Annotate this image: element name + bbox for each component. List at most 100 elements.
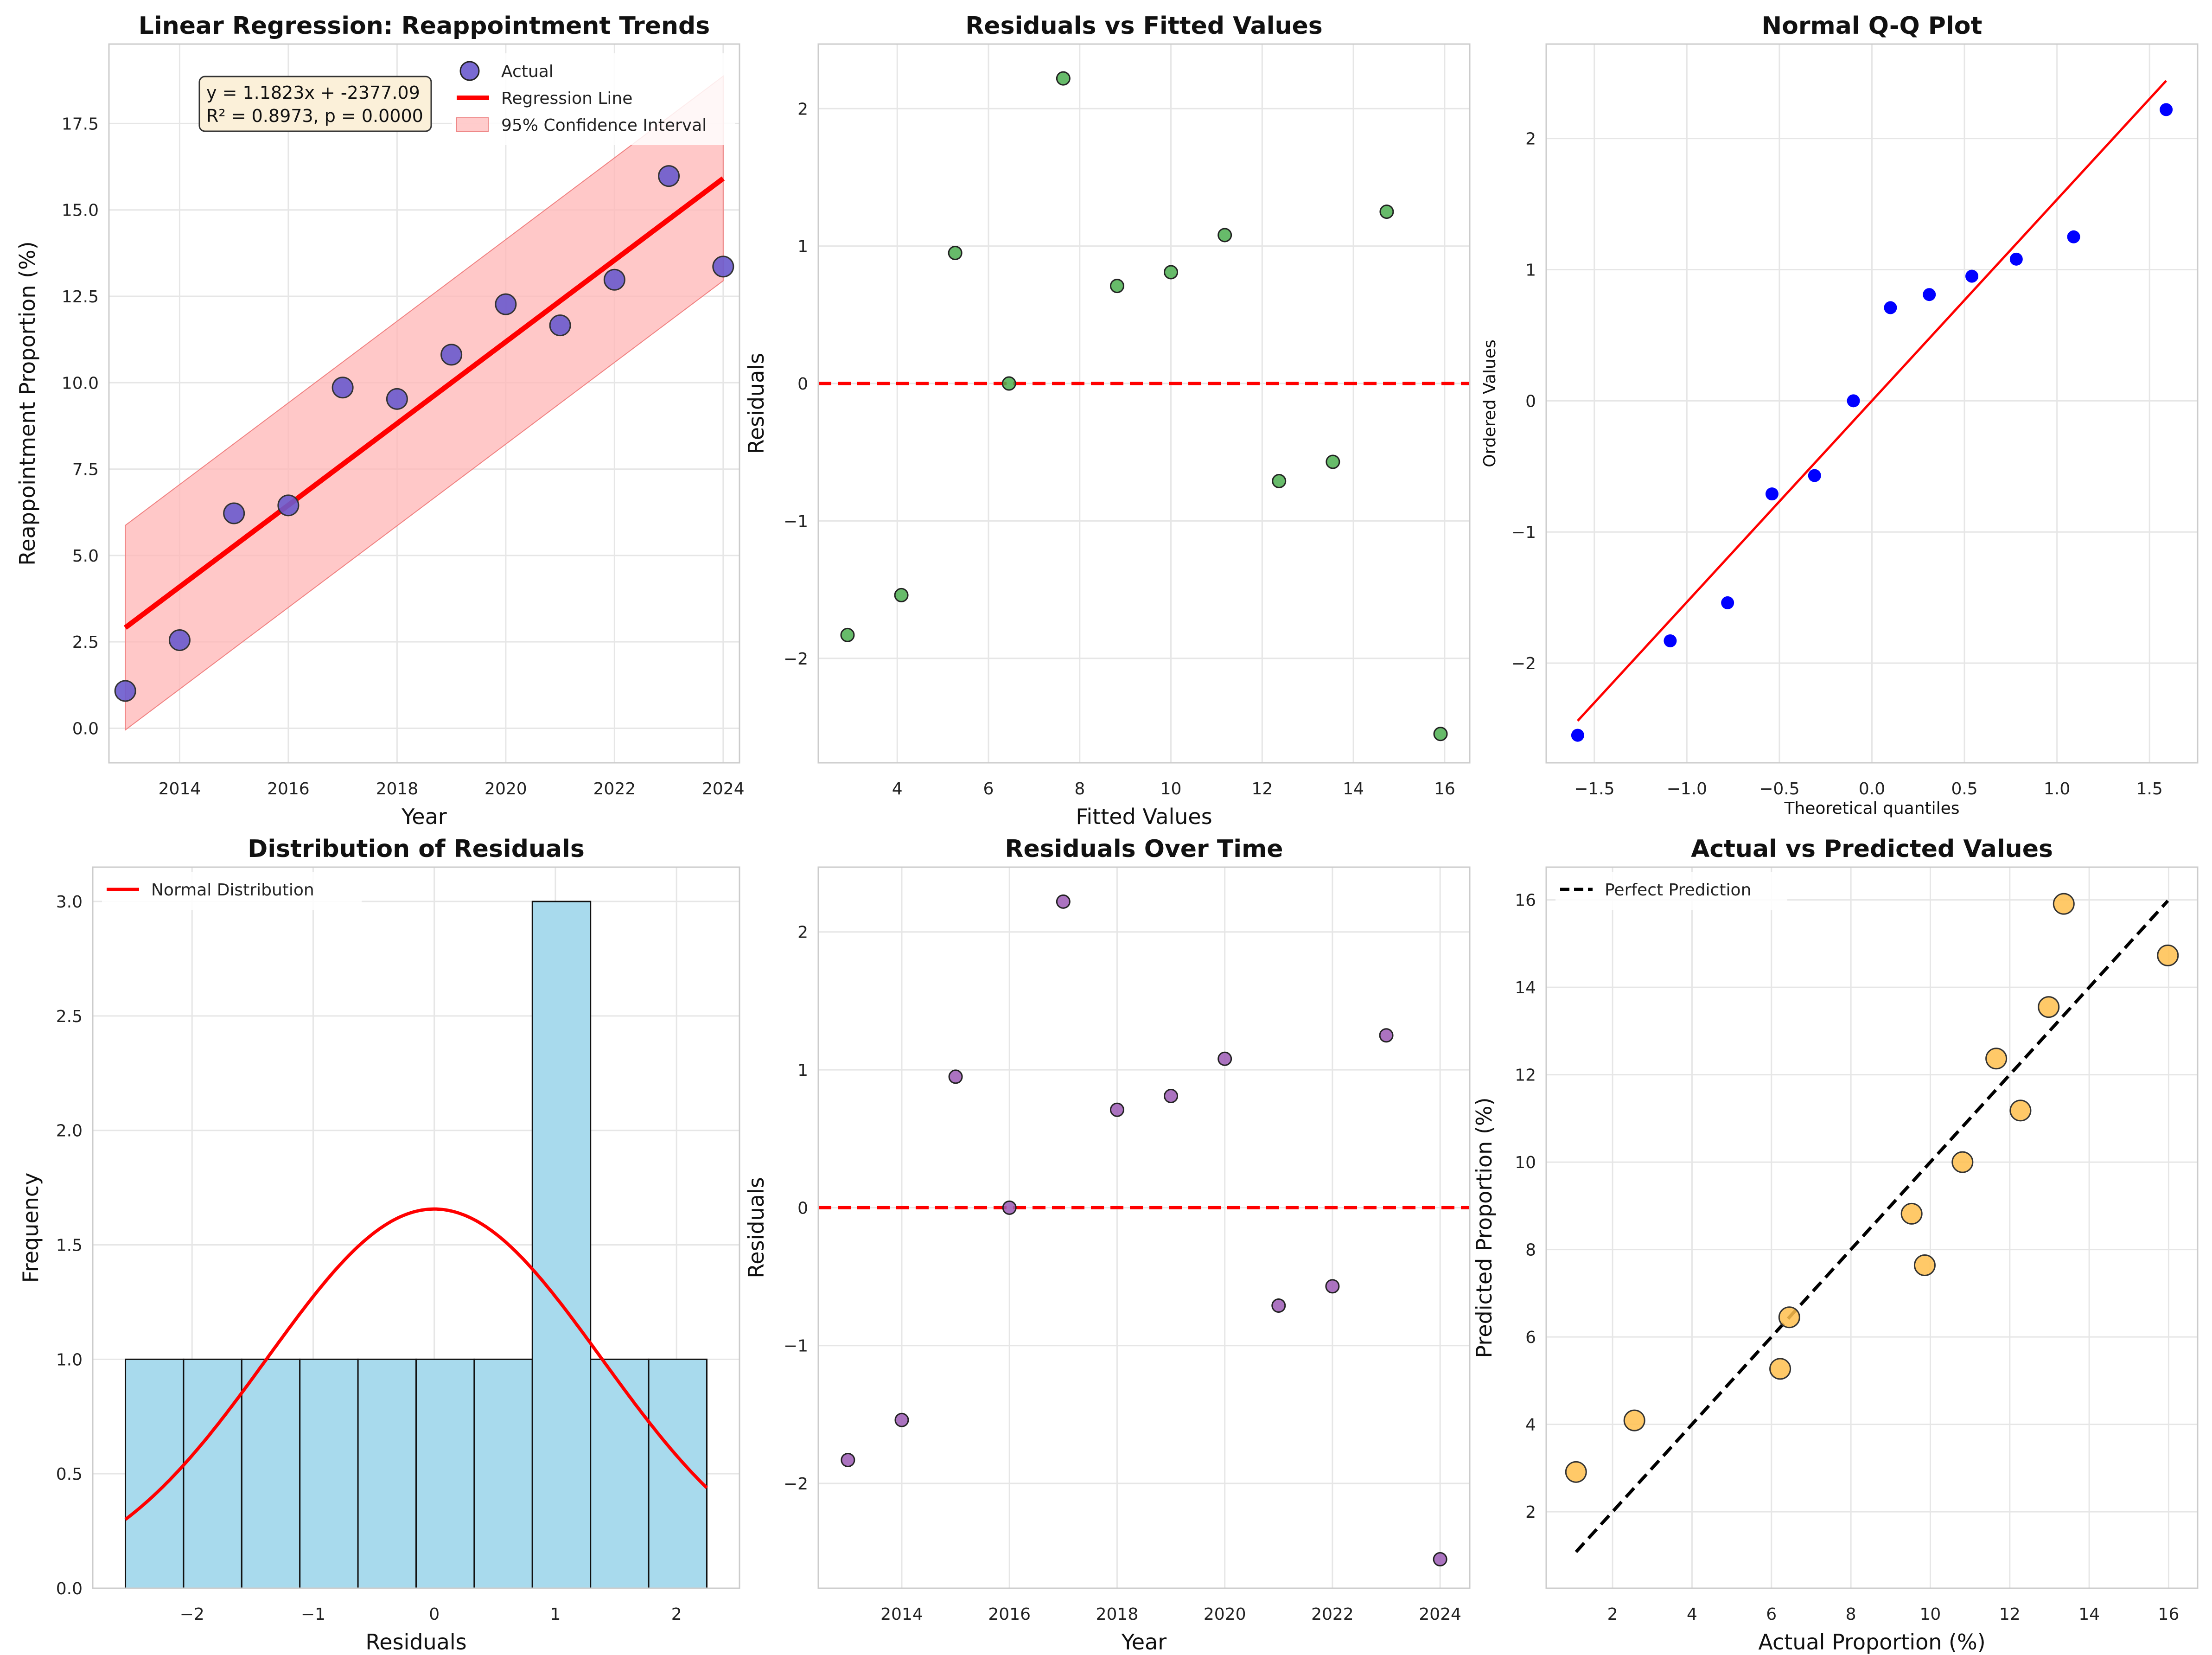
x-tick-label: −0.5	[1759, 780, 1799, 799]
x-tick-label: 1	[550, 1605, 561, 1624]
x-axis-label: Theoretical quantiles	[1784, 799, 1959, 818]
y-tick-label: 1	[797, 1061, 808, 1080]
histogram-bar	[299, 1358, 359, 1589]
residual-point	[1326, 454, 1340, 469]
residual-point	[1325, 1279, 1340, 1294]
equation-box	[198, 76, 432, 132]
histogram-bar	[183, 1358, 242, 1589]
plot-frame	[1545, 866, 2199, 1589]
residual-point	[1001, 376, 1016, 391]
r-squared-text: R² = 0.8973, p = 0.0000	[206, 106, 423, 126]
data-point	[223, 502, 245, 524]
legend-box	[452, 53, 735, 145]
x-tick-label: −1.5	[1574, 780, 1614, 799]
x-tick-label: 2020	[484, 780, 527, 799]
residual-point	[948, 245, 963, 260]
y-tick-label: 12.5	[62, 288, 99, 307]
qq-point	[1965, 269, 1979, 283]
histogram-bar	[531, 901, 592, 1589]
histogram-bar	[648, 1358, 708, 1589]
x-tick-label: 2016	[267, 780, 310, 799]
x-tick-label: 8	[1846, 1605, 1856, 1624]
x-tick-label: 6	[983, 780, 994, 799]
x-tick-label: 2024	[702, 780, 745, 799]
x-tick-label: 0.5	[1951, 780, 1977, 799]
panel-hist: −2 −1 0 1 2 0.0 0.5 1.0 1.5 2.0 2.5 3.0 Distribution…	[18, 835, 740, 1655]
data-point	[168, 629, 191, 651]
prediction-point	[2038, 996, 2060, 1018]
y-tick-label: −2	[784, 650, 808, 669]
y-tick-label: 7.5	[72, 460, 99, 479]
residual-point	[948, 1069, 963, 1084]
y-tick-label: −2	[784, 1475, 808, 1494]
perfect-prediction-line	[1575, 900, 2169, 1553]
x-tick-label: 2018	[376, 780, 419, 799]
data-point	[603, 268, 625, 291]
qq-point	[2160, 103, 2173, 116]
legend-box	[1555, 872, 1787, 910]
y-tick-label: 0.5	[56, 1465, 83, 1484]
y-axis-label: Frequency	[18, 1173, 43, 1283]
x-tick-label: 1.5	[2136, 780, 2163, 799]
data-point	[549, 314, 571, 337]
legend-marker	[459, 61, 480, 81]
data-point	[331, 377, 354, 399]
y-tick-label: −1	[784, 512, 808, 531]
data-point	[386, 388, 408, 410]
y-tick-label: 3.0	[56, 893, 83, 912]
residual-point	[1433, 727, 1448, 741]
data-point	[114, 680, 136, 702]
x-tick-label: 4	[1687, 1605, 1697, 1624]
qq-point	[1808, 469, 1821, 482]
x-tick-label: 2014	[880, 1605, 923, 1624]
y-tick-label: 15.0	[62, 201, 99, 220]
legend-label: Regression Line	[501, 89, 632, 108]
qq-point	[2067, 230, 2080, 243]
regression-line	[123, 176, 725, 630]
chart-title: Linear Regression: Reappointment Trends	[139, 12, 710, 40]
prediction-point	[1951, 1151, 1974, 1173]
y-tick-label: 10.0	[62, 374, 99, 393]
prediction-point	[2009, 1099, 2032, 1122]
prediction-point	[1913, 1254, 1936, 1277]
residual-point	[1164, 265, 1179, 280]
x-tick-label: 2	[1607, 1605, 1618, 1624]
chart-title: Actual vs Predicted Values	[1691, 835, 2053, 863]
x-axis-label: Fitted Values	[1076, 804, 1212, 829]
residual-point	[1218, 1051, 1232, 1066]
qq-point	[1847, 394, 1860, 408]
x-axis-label: Year	[401, 804, 446, 829]
x-tick-label: −2	[180, 1605, 204, 1624]
residual-point	[1056, 71, 1071, 86]
chart-title: Distribution of Residuals	[248, 835, 585, 863]
x-tick-label: 16	[1434, 780, 1455, 799]
histogram-bar	[357, 1358, 417, 1589]
residual-point	[1056, 894, 1071, 909]
histogram-bar	[415, 1358, 475, 1589]
y-axis-label: Ordered Values	[1480, 339, 1499, 467]
y-tick-label: 1	[1525, 261, 1536, 280]
x-tick-label: 10	[1920, 1605, 1941, 1624]
x-tick-label: 0	[429, 1605, 440, 1624]
normal-curve	[124, 1207, 708, 1521]
residual-point	[1109, 279, 1124, 294]
y-tick-label: 16	[1515, 891, 1536, 910]
x-tick-label: 2	[671, 1605, 682, 1624]
plot-frame	[1545, 43, 2199, 764]
residual-point	[1379, 1028, 1394, 1043]
x-tick-label: 4	[892, 780, 903, 799]
x-tick-label: 16	[2158, 1605, 2180, 1624]
data-point	[495, 293, 517, 315]
x-tick-label: 2024	[1419, 1605, 1461, 1624]
y-tick-label: 10	[1515, 1153, 1536, 1172]
prediction-point	[2157, 944, 2179, 966]
histogram-bar	[473, 1358, 533, 1589]
plot-frame	[108, 43, 740, 764]
residual-point	[1379, 204, 1394, 219]
data-point	[277, 494, 300, 517]
histogram-bar	[590, 1358, 650, 1589]
plot-frame	[817, 866, 1471, 1589]
residual-point	[1433, 1552, 1447, 1567]
qq-point	[1884, 301, 1897, 314]
